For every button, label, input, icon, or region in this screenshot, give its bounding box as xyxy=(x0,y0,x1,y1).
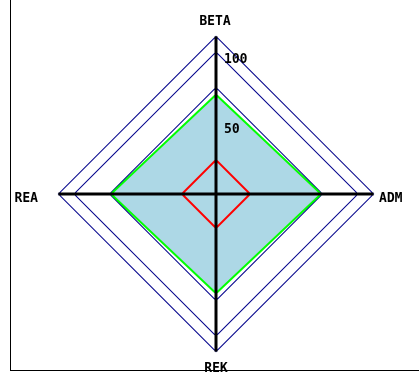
plot-frame xyxy=(10,0,419,371)
tick-label-50: 50 xyxy=(224,122,240,137)
axis-label-beta: BETA xyxy=(199,14,230,29)
axis-label-rek: REK xyxy=(204,361,228,376)
axis-label-adm: ADM xyxy=(379,191,403,206)
axis-label-rea: REA xyxy=(15,191,39,206)
axis-lines xyxy=(58,36,374,352)
tick-labels: 100 50 xyxy=(224,52,248,137)
tick-label-100: 100 xyxy=(224,52,248,67)
axis-labels: BETA ADM REK REA xyxy=(15,14,403,376)
